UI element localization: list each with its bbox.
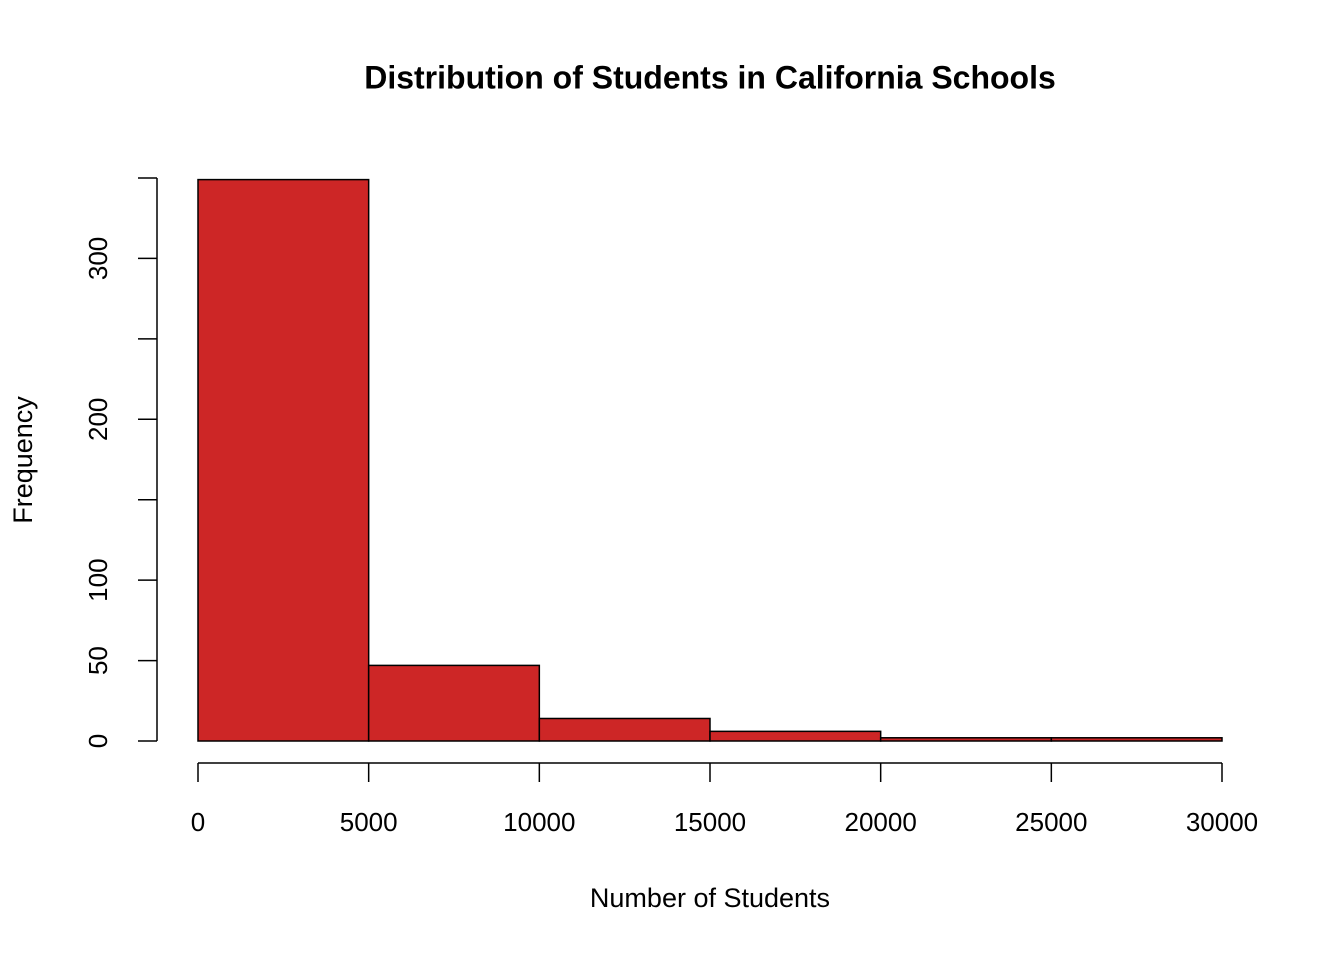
bar [879,737,1053,742]
x-tick-label: 20000 [845,807,917,837]
y-tick-label: 200 [83,398,113,441]
y-axis-label: Frequency [8,396,38,524]
x-tick-label: 25000 [1015,807,1087,837]
bar [1050,737,1223,742]
x-tick-label: 10000 [503,807,575,837]
bar [538,717,711,742]
x-tick-label: 15000 [674,807,746,837]
chart-title: Distribution of Students in California S… [364,59,1056,95]
bar [367,664,541,742]
y-tick-label: 50 [83,646,113,675]
y-tick-label: 100 [83,558,113,601]
x-axis-label: Number of Students [590,883,830,913]
y-tick-label: 0 [83,734,113,748]
y-tick-label: 300 [83,237,113,280]
bar [197,178,370,742]
bar [709,730,882,742]
x-tick-label: 5000 [340,807,398,837]
x-tick-label: 30000 [1186,807,1258,837]
x-tick-label: 0 [191,807,205,837]
